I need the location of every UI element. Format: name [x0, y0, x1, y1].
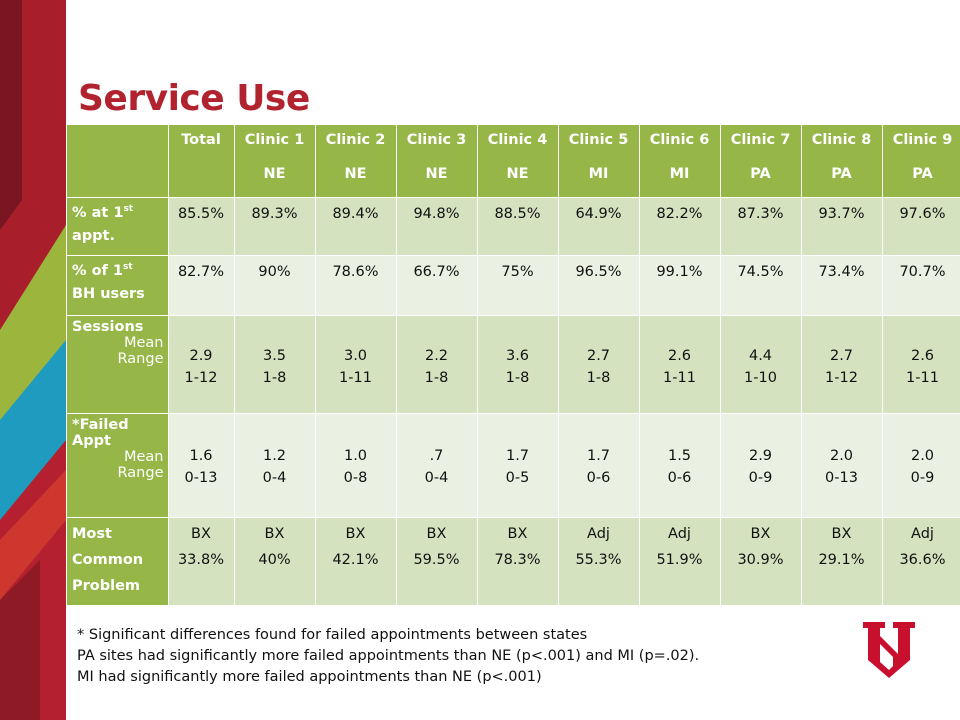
table-cell: 1.5 0-6 [639, 413, 721, 518]
header-cell: Total [168, 125, 235, 198]
table-cell: 2.2 1-8 [396, 315, 478, 414]
table-cell: 3.5 1-8 [234, 315, 316, 414]
table-cell: 89.3% [234, 197, 316, 256]
table-cell: Adj 55.3% [558, 517, 640, 606]
table-cell: BX 40% [234, 517, 316, 606]
table-row-most-common-problem: Most Common Problem BX 33.8% BX 40% BX 42.1… [67, 517, 960, 606]
footnotes: * Significant differences found for fail… [77, 625, 699, 688]
table-cell: 82.2% [639, 197, 721, 256]
table-cell: 2.0 0-13 [801, 413, 883, 518]
table-cell: 1.7 0-6 [558, 413, 640, 518]
table-cell: 88.5% [477, 197, 559, 256]
table-cell: 2.7 1-12 [801, 315, 883, 414]
service-use-table-container: Total Clinic 1 NE Clinic 2 NE Clinic 3 NE C… [67, 125, 960, 606]
table-cell: 82.7% [168, 255, 235, 316]
header-cell: Clinic 1 NE [234, 125, 316, 198]
row-label-first-appt: % at 1st appt. [67, 197, 169, 256]
table-cell: 85.5% [168, 197, 235, 256]
table-cell: 94.8% [396, 197, 478, 256]
header-cell: Clinic 5 MI [558, 125, 640, 198]
row-label-failed-appt: *Failed Appt Mean Range [67, 413, 169, 518]
header-cell: Clinic 4 NE [477, 125, 559, 198]
table-cell: 4.4 1-10 [720, 315, 802, 414]
table-cell: Adj 36.6% [882, 517, 960, 606]
table-cell: 2.9 1-12 [168, 315, 235, 414]
table-cell: 87.3% [720, 197, 802, 256]
header-cell: Clinic 9 PA [882, 125, 960, 198]
table-cell: 64.9% [558, 197, 640, 256]
table-cell: .7 0-4 [396, 413, 478, 518]
table-cell: 2.7 1-8 [558, 315, 640, 414]
table-cell: BX 42.1% [315, 517, 397, 606]
table-cell: 1.0 0-8 [315, 413, 397, 518]
header-cell: Clinic 3 NE [396, 125, 478, 198]
table-cell: 97.6% [882, 197, 960, 256]
row-label-sessions: Sessions Mean Range [67, 315, 169, 414]
table-cell: 2.6 1-11 [882, 315, 960, 414]
table-cell: 66.7% [396, 255, 478, 316]
table-cell: Adj 51.9% [639, 517, 721, 606]
table-cell: BX 29.1% [801, 517, 883, 606]
page-title: Service Use [78, 78, 310, 119]
table-cell: 1.6 0-13 [168, 413, 235, 518]
footnote-line: * Significant differences found for fail… [77, 627, 588, 643]
table-cell: 93.7% [801, 197, 883, 256]
row-label-bh-users: % of 1st BH users [67, 255, 169, 316]
header-cell: Clinic 8 PA [801, 125, 883, 198]
decorative-side-stripes [0, 0, 70, 720]
table-cell: 1.7 0-5 [477, 413, 559, 518]
row-label-most-common-problem: Most Common Problem [67, 517, 169, 606]
header-cell: Clinic 6 MI [639, 125, 721, 198]
table-cell: BX 30.9% [720, 517, 802, 606]
footnote-line: MI had significantly more failed appoint… [77, 669, 542, 685]
table-cell: BX 33.8% [168, 517, 235, 606]
table-cell: 78.6% [315, 255, 397, 316]
table-cell: 73.4% [801, 255, 883, 316]
table-row-failed-appt: *Failed Appt Mean Range 1.6 0-13 1.2 0-4 1… [67, 413, 960, 518]
header-cell: Clinic 7 PA [720, 125, 802, 198]
university-n-logo-icon [863, 622, 915, 678]
table-cell: 75% [477, 255, 559, 316]
table-row-sessions: Sessions Mean Range 2.9 1-12 3.5 1-8 3.0 1-… [67, 315, 960, 414]
table-cell: 2.0 0-9 [882, 413, 960, 518]
table-cell: 89.4% [315, 197, 397, 256]
table-cell: BX 59.5% [396, 517, 478, 606]
table-cell: 70.7% [882, 255, 960, 316]
table-cell: 96.5% [558, 255, 640, 316]
table-cell: 3.0 1-11 [315, 315, 397, 414]
table-header-row: Total Clinic 1 NE Clinic 2 NE Clinic 3 NE C… [67, 125, 960, 198]
table-cell: 3.6 1-8 [477, 315, 559, 414]
table-cell: 1.2 0-4 [234, 413, 316, 518]
table-cell: 2.6 1-11 [639, 315, 721, 414]
service-use-table: Total Clinic 1 NE Clinic 2 NE Clinic 3 NE C… [67, 125, 960, 606]
table-cell: 90% [234, 255, 316, 316]
header-cell: Clinic 2 NE [315, 125, 397, 198]
table-cell: BX 78.3% [477, 517, 559, 606]
table-row-first-appt: % at 1st appt. 85.5% 89.3% 89.4% 94.8% 8… [67, 197, 960, 256]
table-cell: 99.1% [639, 255, 721, 316]
table-row-bh-users: % of 1st BH users 82.7% 90% 78.6% 66.7% … [67, 255, 960, 316]
table-cell: 74.5% [720, 255, 802, 316]
footnote-line: PA sites had significantly more failed a… [77, 648, 700, 664]
header-corner [67, 125, 169, 198]
table-cell: 2.9 0-9 [720, 413, 802, 518]
